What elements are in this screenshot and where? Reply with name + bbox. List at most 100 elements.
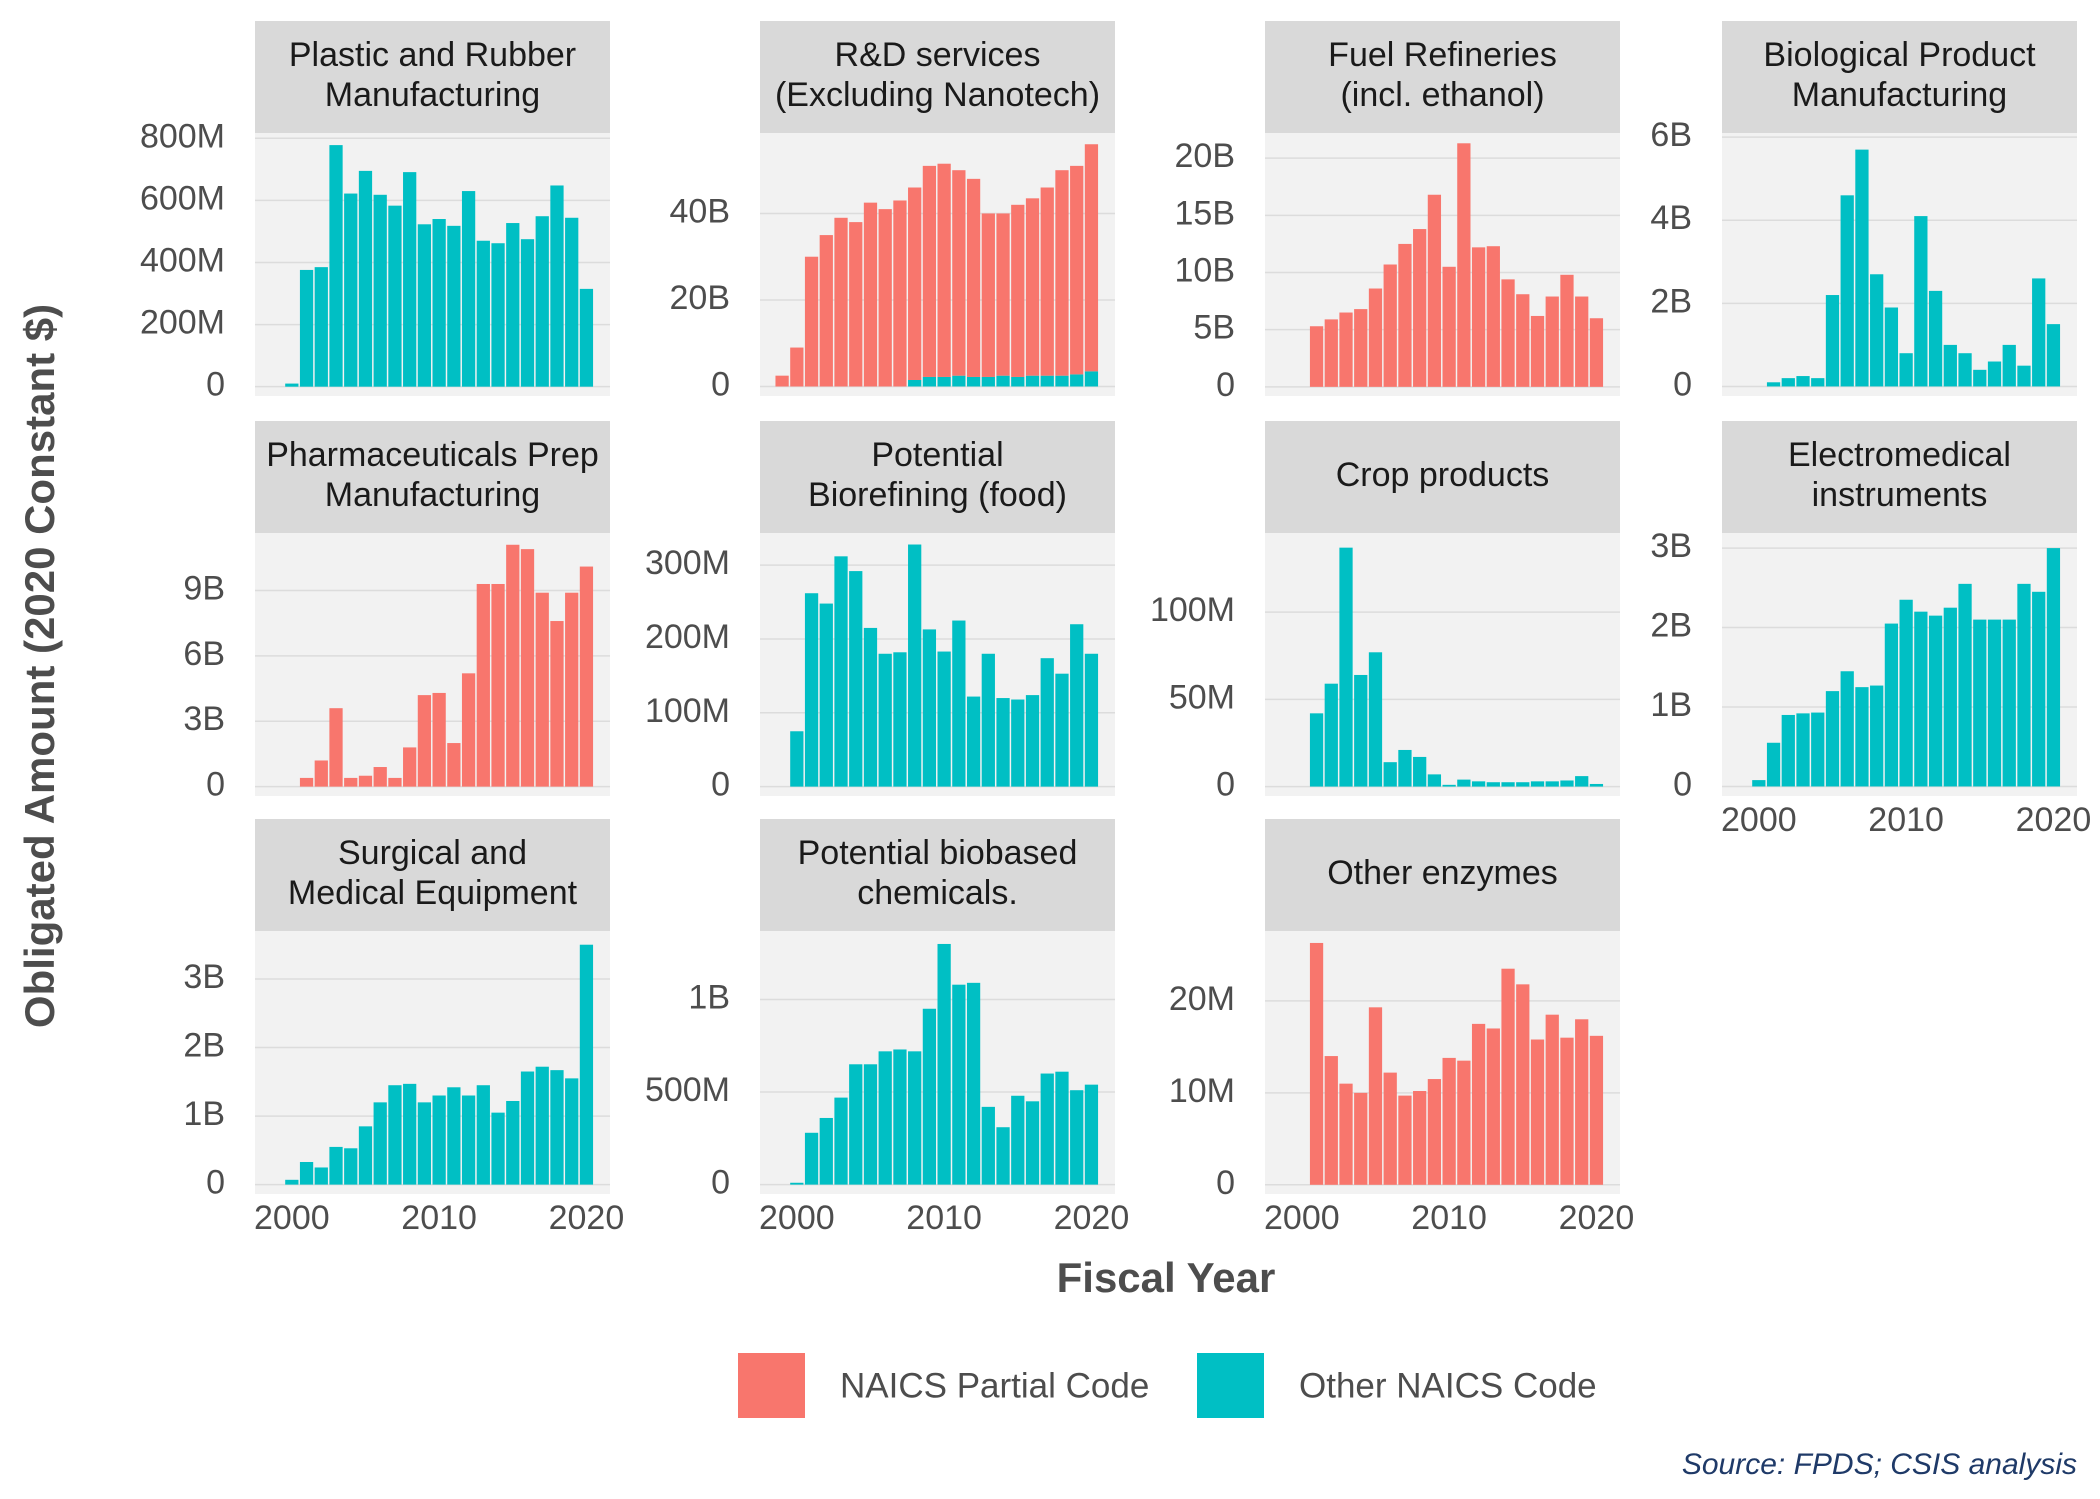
strip-background [760,819,1115,931]
panel-title: Fuel Refineries [1328,36,1557,74]
y-tick-label: 200M [140,304,225,342]
bar [834,1097,848,1185]
bar [1025,375,1040,387]
panel-title: R&D services [835,36,1041,74]
bar [358,170,373,387]
bar [1309,942,1324,1185]
bar [996,698,1010,787]
bar [2002,619,2016,787]
bar [1442,784,1456,787]
bar [1545,1014,1559,1185]
y-tick-label: 600M [140,179,225,217]
bar [1589,783,1604,787]
bar [447,743,461,787]
bar [804,256,819,387]
bar [1413,229,1427,387]
bar [1928,290,1943,387]
strip-background [255,421,610,533]
bar [804,593,819,787]
y-tick-label: 2B [183,1027,225,1065]
bar [1958,353,1972,387]
bar [2032,591,2046,787]
panel-title: Surgical and [338,834,527,872]
y-tick-label: 15B [1175,194,1236,232]
bar [447,1087,461,1185]
y-tick-label: 2B [1650,282,1692,320]
bar [1530,315,1545,387]
strip-background [1265,421,1620,533]
x-tick-label: 2020 [1559,1199,1635,1237]
bar [388,1085,402,1185]
bar [329,708,343,787]
bar [952,984,966,1185]
bar [314,1167,328,1185]
bar [1943,607,1957,787]
bar [790,347,804,387]
strip-background [1265,21,1620,133]
bar [314,267,328,387]
bar [952,375,966,387]
bar [1752,780,1766,787]
bar [1516,782,1530,787]
bar [1825,691,1840,787]
bar [1011,204,1025,377]
y-tick-label: 0 [1673,765,1692,803]
y-tick-label: 50M [1169,678,1235,716]
y-tick-label: 0 [711,365,730,403]
bar [981,1106,995,1185]
bar [344,1148,358,1185]
bar [2002,344,2016,387]
bar [388,777,402,787]
bar [358,775,373,787]
bar [1309,713,1324,787]
bar [2046,548,2061,787]
bar [579,944,594,1185]
bar [996,1127,1010,1185]
panel-title: (incl. ethanol) [1340,76,1544,114]
bar [1560,780,1574,787]
bar [461,673,476,787]
bar [937,943,951,1185]
bar [1055,375,1069,387]
bar [996,213,1010,376]
bar [952,170,966,376]
bar [1055,170,1069,376]
bar [1383,1072,1397,1185]
bar [1486,782,1500,787]
y-tick-label: 40B [670,192,731,230]
bar [790,731,804,787]
bar [819,235,833,387]
panel-title: (Excluding Nanotech) [775,76,1100,114]
bar [565,217,579,387]
bar [1870,274,1884,387]
y-tick-label: 0 [711,766,730,804]
y-tick-label: 4B [1650,199,1692,237]
bar [981,653,995,787]
bar [1354,309,1368,387]
y-tick-label: 300M [645,544,730,582]
bar [491,243,505,387]
y-tick-label: 2B [1650,607,1692,645]
panel-title: Plastic and Rubber [289,36,576,74]
bar [1354,1092,1368,1185]
y-tick-label: 1B [183,1095,225,1133]
y-tick-label: 100M [645,692,730,730]
bar [447,225,461,387]
bar [1501,968,1515,1185]
legend-label: NAICS Partial Code [840,1366,1149,1405]
bar [506,544,520,787]
bar [1324,319,1338,387]
bar [1070,374,1084,387]
bar [1398,749,1412,787]
strip-background [1722,21,2077,133]
bar [1575,776,1589,787]
bar [520,239,535,387]
bar [1040,1073,1054,1185]
bar [1070,1090,1084,1185]
bar [834,556,848,787]
panel-title: instruments [1812,476,1988,514]
bar [1575,1019,1589,1185]
bar [1011,1095,1025,1185]
bar [1781,378,1795,387]
